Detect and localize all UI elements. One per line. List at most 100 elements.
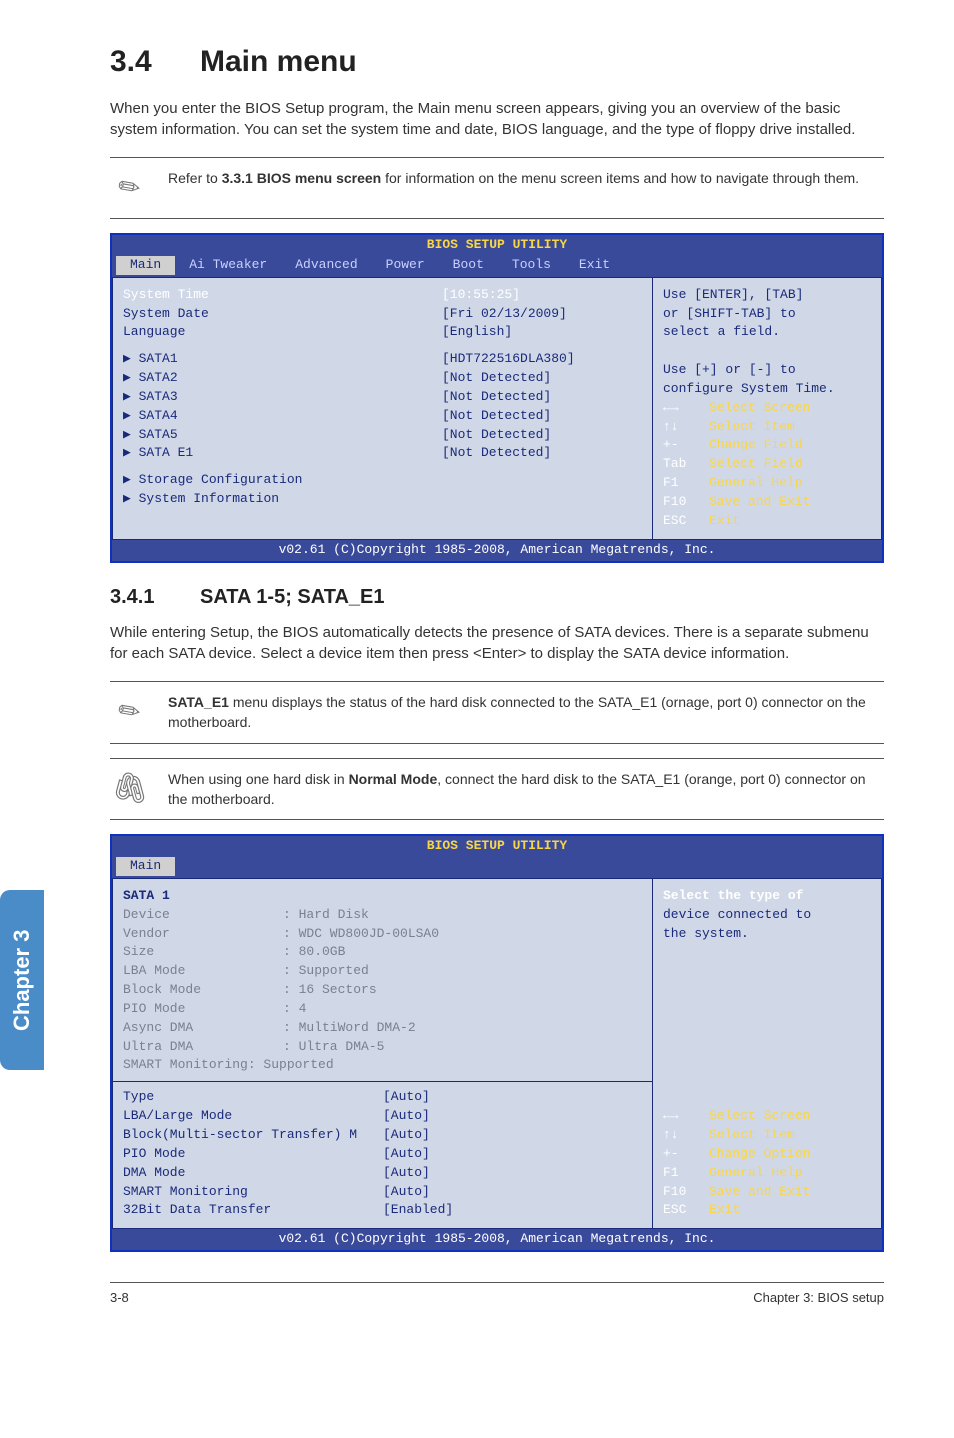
menu-tab-exit[interactable]: Exit xyxy=(565,256,624,275)
help-text xyxy=(663,342,871,361)
menu-tab-advanced[interactable]: Advanced xyxy=(281,256,371,275)
bios-setting-value: [Auto] xyxy=(383,1164,430,1183)
key-desc: Select Screen xyxy=(709,399,810,418)
bios-value: [Not Detected] xyxy=(442,444,642,463)
key-hint: F1 xyxy=(663,474,709,493)
key-desc: Change Field xyxy=(709,436,803,455)
bios-info-label: Ultra DMA xyxy=(123,1038,283,1057)
note-sata-e1: ✎ SATA_E1 menu displays the status of th… xyxy=(110,681,884,744)
key-desc: Select Item xyxy=(709,1126,795,1145)
key-desc: General Help xyxy=(709,474,803,493)
bios-field-sata2[interactable]: ▶ SATA2 xyxy=(123,369,442,388)
bios-field-sata4[interactable]: ▶ SATA4 xyxy=(123,407,442,426)
note-normal-mode: 🖇 When using one hard disk in Normal Mod… xyxy=(110,758,884,821)
bios-setting-smart-monitoring[interactable]: SMART Monitoring xyxy=(123,1183,383,1202)
subsection-heading: 3.4.1SATA 1-5; SATA_E1 xyxy=(110,583,884,612)
bios-setting-value: [Auto] xyxy=(383,1183,430,1202)
menu-tab-power[interactable]: Power xyxy=(372,256,439,275)
bios-value: [Not Detected] xyxy=(442,369,642,388)
key-desc: Save and Exit xyxy=(709,493,810,512)
bios-field-storage-configuration[interactable]: ▶ Storage Configuration xyxy=(123,471,642,490)
bios-field-sata3[interactable]: ▶ SATA3 xyxy=(123,388,442,407)
bios-field-sata-e1[interactable]: ▶ SATA E1 xyxy=(123,444,442,463)
section-heading: 3.4Main menu xyxy=(110,40,884,84)
bios-info-value: : Ultra DMA-5 xyxy=(283,1038,384,1057)
subsection-body: While entering Setup, the BIOS automatic… xyxy=(110,622,884,666)
bios-info-smart-monitoring: SMART Monitoring: Supported xyxy=(123,1056,642,1075)
bios-info-label: Size xyxy=(123,943,283,962)
bios-setting-pio-mode[interactable]: PIO Mode xyxy=(123,1145,383,1164)
key-desc: Exit xyxy=(709,1201,740,1220)
bios-footer: v02.61 (C)Copyright 1985-2008, American … xyxy=(112,540,882,561)
bios-setting-value: [Enabled] xyxy=(383,1201,453,1220)
key-hint: F10 xyxy=(663,493,709,512)
pencil-icon: ✎ xyxy=(102,160,158,216)
help-text: or [SHIFT-TAB] to xyxy=(663,305,871,324)
bios-help-pane: Use [ENTER], [TAB]or [SHIFT-TAB] toselec… xyxy=(652,277,882,540)
bios-value: [Not Detected] xyxy=(442,388,642,407)
menu-tab-tools[interactable]: Tools xyxy=(498,256,565,275)
bios-main-screen: BIOS SETUP UTILITY MainAi TweakerAdvance… xyxy=(110,233,884,563)
bios-setting-dma-mode[interactable]: DMA Mode xyxy=(123,1164,383,1183)
menu-tab-main[interactable]: Main xyxy=(116,857,175,876)
help-text: Select the type of xyxy=(663,887,871,906)
chapter-label: Chapter 3: BIOS setup xyxy=(753,1289,884,1308)
bios-field-sata1[interactable]: ▶ SATA1 xyxy=(123,350,442,369)
bios-info-label: LBA Mode xyxy=(123,962,283,981)
help-text: device connected to xyxy=(663,906,871,925)
bios-info-value: : MultiWord DMA-2 xyxy=(283,1019,416,1038)
bios-value: [Not Detected] xyxy=(442,407,642,426)
bios-setting-value: [Auto] xyxy=(383,1088,430,1107)
bios-info-value: : WDC WD800JD-00LSA0 xyxy=(283,925,439,944)
key-hint: F10 xyxy=(663,1183,709,1202)
bios-setting-32bit-data-transfer[interactable]: 32Bit Data Transfer xyxy=(123,1201,383,1220)
section-title-text: Main menu xyxy=(200,45,357,78)
bios-setting-block-multi-sector-transfer-m[interactable]: Block(Multi-sector Transfer) M xyxy=(123,1126,383,1145)
key-hint: ↑↓ xyxy=(663,1126,709,1145)
pencil-icon: ✎ xyxy=(102,684,158,740)
bios-menubar: MainAi TweakerAdvancedPowerBootToolsExit xyxy=(112,256,882,277)
sata1-title: SATA 1 xyxy=(123,887,642,906)
paperclip-icon: 🖇 xyxy=(110,769,150,809)
key-hint: ↑↓ xyxy=(663,418,709,437)
bios-info-label: Device xyxy=(123,906,283,925)
bios-left-pane: SATA 1 Device: Hard DiskVendor: WDC WD80… xyxy=(112,878,652,1229)
bios-value: [English] xyxy=(442,323,642,342)
bios-sata-screen: BIOS SETUP UTILITY Main SATA 1 Device: H… xyxy=(110,834,884,1252)
bios-field-language[interactable]: Language xyxy=(123,323,442,342)
section-number: 3.4 xyxy=(110,40,200,84)
key-hint: +- xyxy=(663,436,709,455)
key-hint: F1 xyxy=(663,1164,709,1183)
bios-setting-lba-large-mode[interactable]: LBA/Large Mode xyxy=(123,1107,383,1126)
note-refer: ✎ Refer to 3.3.1 BIOS menu screen for in… xyxy=(110,157,884,219)
bios-info-value: : Supported xyxy=(283,962,369,981)
help-text: the system. xyxy=(663,925,871,944)
bios-setting-value: [Auto] xyxy=(383,1107,430,1126)
bios-field-system-date[interactable]: System Date xyxy=(123,305,442,324)
page-footer: 3-8 Chapter 3: BIOS setup xyxy=(110,1282,884,1308)
menu-tab-main[interactable]: Main xyxy=(116,256,175,275)
key-hint: ←→ xyxy=(663,399,709,418)
bios-value: [Not Detected] xyxy=(442,426,642,445)
key-desc: Select Field xyxy=(709,455,803,474)
menu-tab-ai-tweaker[interactable]: Ai Tweaker xyxy=(175,256,281,275)
help-text: Use [+] or [-] to xyxy=(663,361,871,380)
bios-info-label: Block Mode xyxy=(123,981,283,1000)
bios-info-label: PIO Mode xyxy=(123,1000,283,1019)
key-desc: General Help xyxy=(709,1164,803,1183)
help-text: Use [ENTER], [TAB] xyxy=(663,286,871,305)
bios-setting-type[interactable]: Type xyxy=(123,1088,383,1107)
bios-field-system-information[interactable]: ▶ System Information xyxy=(123,490,642,509)
page-number: 3-8 xyxy=(110,1289,129,1308)
bios-info-value: : 4 xyxy=(283,1000,306,1019)
bios-field-sata5[interactable]: ▶ SATA5 xyxy=(123,426,442,445)
help-text: select a field. xyxy=(663,323,871,342)
bios-left-pane: System Time[10:55:25]System Date[Fri 02/… xyxy=(112,277,652,540)
bios-info-label: Vendor xyxy=(123,925,283,944)
bios-header: BIOS SETUP UTILITY xyxy=(112,836,882,857)
menu-tab-boot[interactable]: Boot xyxy=(439,256,498,275)
key-hint: Tab xyxy=(663,455,709,474)
bios-field-system-time[interactable]: System Time xyxy=(123,286,442,305)
bios-footer: v02.61 (C)Copyright 1985-2008, American … xyxy=(112,1229,882,1250)
section-intro: When you enter the BIOS Setup program, t… xyxy=(110,98,884,142)
